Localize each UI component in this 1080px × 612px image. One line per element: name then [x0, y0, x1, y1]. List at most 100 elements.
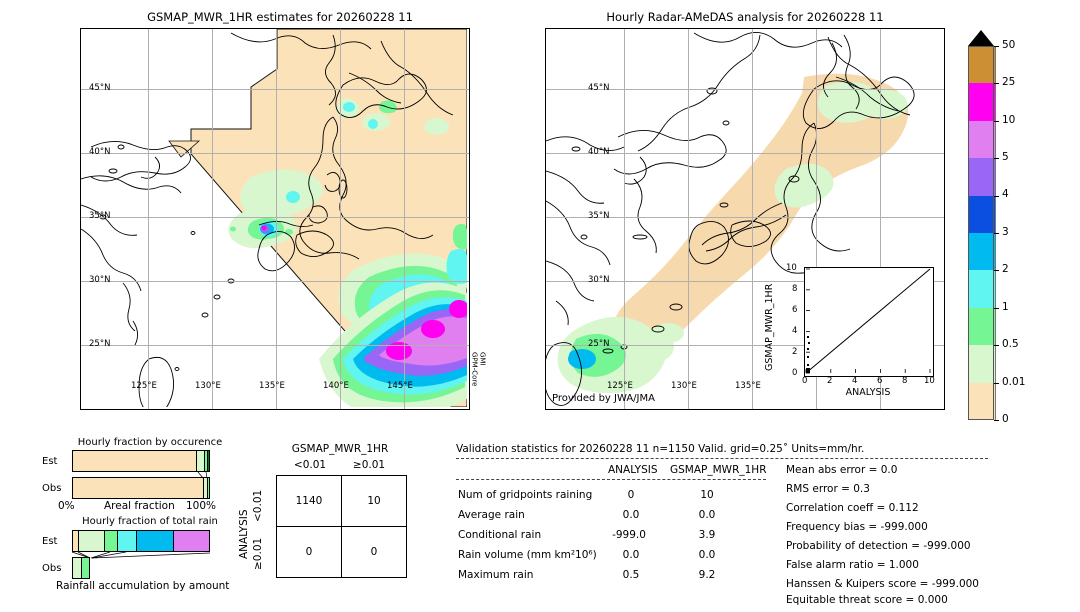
- colorbar-band-25: [968, 83, 996, 121]
- left-lon-label-125e: 125°E: [131, 381, 157, 391]
- contingency-colhead-0: <0.01: [293, 459, 327, 471]
- validation-colhead-estimate: GSMAP_MWR_1HR: [670, 464, 767, 476]
- scatter-xtick-8: 8: [902, 376, 908, 386]
- left-panel-title: GSMAP_MWR_1HR estimates for 20260228 11: [147, 10, 413, 24]
- left-coastlines: [81, 32, 454, 407]
- occurrence-obs-seg-2: [207, 478, 209, 498]
- left-gridline-45n: [81, 89, 469, 90]
- colorbar-label-3: 3: [1002, 226, 1009, 238]
- colorbar-label-2: 2: [1002, 263, 1009, 275]
- colorbar-tick-1: [994, 307, 999, 309]
- left-gridline-140e: [340, 29, 341, 409]
- amount-row-label-obs: Obs: [42, 563, 62, 574]
- occurrence-axis-label: Areal fraction: [104, 500, 175, 512]
- left-source-label-line2: GMI: [478, 352, 487, 366]
- colorbar-tick-50: [994, 46, 999, 47]
- left-lon-label-130e: 130°E: [195, 381, 221, 391]
- validation-score-7: Equitable threat score = 0.000: [786, 594, 948, 606]
- occurrence-est-seg-1: [196, 451, 206, 471]
- amount-est-seg-2: [104, 531, 118, 551]
- validation-score-0: Mean abs error = 0.0: [786, 464, 898, 476]
- scatter-xtick-10: 10: [924, 376, 935, 386]
- right-gridline-125e: [624, 29, 625, 409]
- colorbar-tick-2: [994, 270, 999, 272]
- left-lat-label-40n: 40°N: [89, 147, 111, 157]
- left-lon-label-135e: 135°E: [259, 381, 285, 391]
- validation-rule-mid: [456, 479, 766, 480]
- contingency-cell-hit-01: 10: [341, 475, 407, 527]
- right-gridline-40n: [546, 153, 944, 154]
- colorbar-label-50: 50: [1002, 39, 1016, 51]
- amount-est-seg-1: [79, 531, 105, 551]
- colorbar-band-5: [968, 158, 996, 196]
- occurrence-est-seg-0: [73, 451, 197, 471]
- occurrence-row-label-est: Est: [42, 456, 58, 467]
- validation-header: Validation statistics for 20260228 11 n=…: [456, 443, 865, 455]
- scatter-ytick-4: 4: [792, 326, 798, 336]
- validation-row-estimate-4: 9.2: [698, 569, 716, 581]
- right-panel-title: Hourly Radar-AMeDAS analysis for 2026022…: [606, 10, 884, 24]
- validation-row-analysis-0: 0: [627, 489, 635, 501]
- colorbar-tick-3: [994, 233, 999, 234]
- right-gridline-145e: [880, 29, 881, 409]
- table-row: 1140 10: [276, 475, 407, 527]
- right-gridline-130e: [688, 29, 689, 409]
- right-lat-label-30n: 30°N: [588, 275, 610, 285]
- validation-row-label-0: Num of gridpoints raining: [458, 489, 593, 501]
- validation-row-analysis-3: 0.0: [622, 549, 640, 561]
- left-lat-label-45n: 45°N: [89, 83, 111, 93]
- occurrence-bar-obs[interactable]: [72, 477, 210, 499]
- right-lon-label-135e: 135°E: [735, 381, 761, 391]
- colorbar[interactable]: 50 25 10 5 4 3 2 1 0.5 0.01 0: [968, 30, 1068, 425]
- left-gridline-40n: [81, 153, 469, 154]
- right-gridline-135e: [752, 29, 753, 409]
- scatter-ytick-2: 2: [792, 347, 798, 357]
- left-lat-label-25n: 25°N: [89, 339, 111, 349]
- left-lon-label-140e: 140°E: [323, 381, 349, 391]
- colorbar-band-2: [968, 270, 996, 308]
- occurrence-bar-est[interactable]: [72, 450, 210, 472]
- left-lat-label-35n: 35°N: [89, 211, 111, 221]
- amount-bar-obs[interactable]: [72, 557, 90, 579]
- validation-score-2: Correlation coeff = 0.112: [786, 502, 919, 514]
- amount-bar-est[interactable]: [72, 530, 210, 552]
- validation-row-estimate-2: 3.9: [698, 529, 716, 541]
- colorbar-label-0p5: 0.5: [1002, 338, 1019, 350]
- contingency-cell-hit-10: 0: [276, 526, 342, 578]
- colorbar-label-4: 4: [1002, 188, 1009, 200]
- colorbar-tick-10: [994, 120, 999, 122]
- validation-row-label-2: Conditional rain: [458, 529, 542, 541]
- right-lat-label-25n: 25°N: [588, 339, 610, 349]
- contingency-rowhead-0: <0.01: [252, 489, 264, 522]
- left-gridline-125e: [148, 29, 149, 409]
- occurrence-chart-title: Hourly fraction by occurence: [77, 437, 223, 448]
- colorbar-label-0: 0: [1002, 413, 1009, 425]
- scatter-ytick-6: 6: [792, 305, 798, 315]
- scatter-xlabel: ANALYSIS: [845, 387, 891, 398]
- occurrence-axis-max: 100%: [186, 500, 217, 512]
- colorbar-label-0p01: 0.01: [1002, 376, 1026, 388]
- right-map[interactable]: 45°N 40°N 35°N 30°N 25°N 125°E 130°E 135…: [545, 28, 945, 410]
- left-source-label-line1: GPM-Core: [470, 352, 479, 387]
- occurrence-row-label-obs: Obs: [42, 483, 62, 494]
- amount-row-label-est: Est: [42, 536, 58, 547]
- scatter-xtick-0: 0: [802, 376, 808, 386]
- scatter-ylabel: GSMAP_MWR_1HR: [764, 283, 775, 371]
- left-map[interactable]: 45°N 40°N 35°N 30°N 25°N 125°E 130°E 135…: [80, 28, 470, 410]
- scatter-canvas: [805, 268, 931, 374]
- validation-row-estimate-3: 0.0: [698, 549, 716, 561]
- validation-row-estimate-0: 10: [700, 489, 714, 501]
- left-gridline-135e: [276, 29, 277, 409]
- amount-obs-seg-1: [81, 558, 89, 578]
- validation-row-label-4: Maximum rain: [458, 569, 534, 581]
- validation-row-label-1: Average rain: [458, 509, 525, 521]
- right-lat-label-35n: 35°N: [588, 211, 610, 221]
- amount-chart-caption: Rainfall accumulation by amount: [56, 580, 230, 592]
- provided-by-label: Provided by JWA/JMA: [552, 393, 655, 404]
- colorbar-label-1: 1: [1002, 301, 1009, 313]
- contingency-row-axis: ANALYSIS: [238, 509, 250, 559]
- left-gridline-35n: [81, 217, 469, 218]
- colorbar-band-0p5: [968, 345, 996, 383]
- scatter-plot[interactable]: [804, 267, 934, 377]
- left-gridline-25n: [81, 345, 469, 346]
